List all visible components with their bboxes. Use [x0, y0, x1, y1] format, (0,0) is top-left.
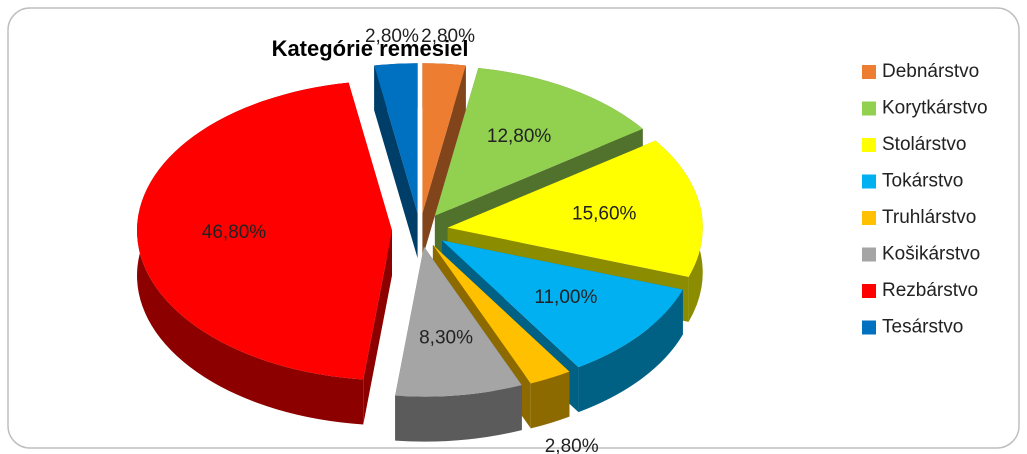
- legend-swatch: [862, 174, 876, 189]
- data-label: 12,80%: [487, 126, 552, 147]
- legend-swatch: [862, 101, 876, 116]
- slice-side: [374, 65, 418, 259]
- data-labels: 2,80% 12,80% 15,60% 11,00% 2,80% 8,30% 46,80% 2…: [202, 26, 637, 454]
- legend-label: Tokárstvo: [882, 171, 963, 192]
- legend-label: Rezbárstvo: [882, 280, 978, 301]
- legend-label: Stolárstvo: [882, 134, 966, 155]
- legend-swatch: [862, 65, 876, 79]
- data-label: 46,80%: [202, 222, 267, 243]
- slice: [434, 67, 643, 216]
- data-label: 11,00%: [534, 287, 597, 308]
- data-label: 2,80%: [421, 26, 475, 47]
- data-label: 8,30%: [419, 328, 473, 349]
- slice: [447, 140, 703, 277]
- legend-swatch: [862, 138, 876, 152]
- legend-label: Tesárstvo: [882, 317, 963, 338]
- slice-side: [363, 230, 393, 425]
- legend-swatch: [862, 247, 876, 262]
- slice: [441, 240, 683, 368]
- slice: [374, 63, 418, 214]
- data-label: 15,60%: [572, 203, 637, 224]
- data-label: 2,80%: [365, 26, 419, 47]
- slice-side: [395, 385, 522, 442]
- slice: [432, 244, 570, 384]
- slice-side: [578, 289, 683, 413]
- data-label: 2,80%: [545, 436, 599, 454]
- legend-swatch: [862, 211, 876, 225]
- slice-side: [530, 371, 570, 429]
- legend-label: Korytkárstvo: [882, 98, 988, 119]
- slice: [395, 246, 522, 397]
- legend-label: Truhlárstvo: [882, 207, 976, 228]
- chart-title: Kategórie remesiel: [272, 36, 469, 61]
- slice: [137, 82, 393, 380]
- legend-swatch: [862, 320, 876, 335]
- legend-label: Debnárstvo: [882, 61, 979, 82]
- slice-side: [422, 65, 466, 259]
- pie-tops: [137, 63, 703, 397]
- slice: [422, 63, 466, 214]
- legend-swatch: [862, 284, 876, 298]
- legend-label: Košikárstvo: [882, 244, 980, 265]
